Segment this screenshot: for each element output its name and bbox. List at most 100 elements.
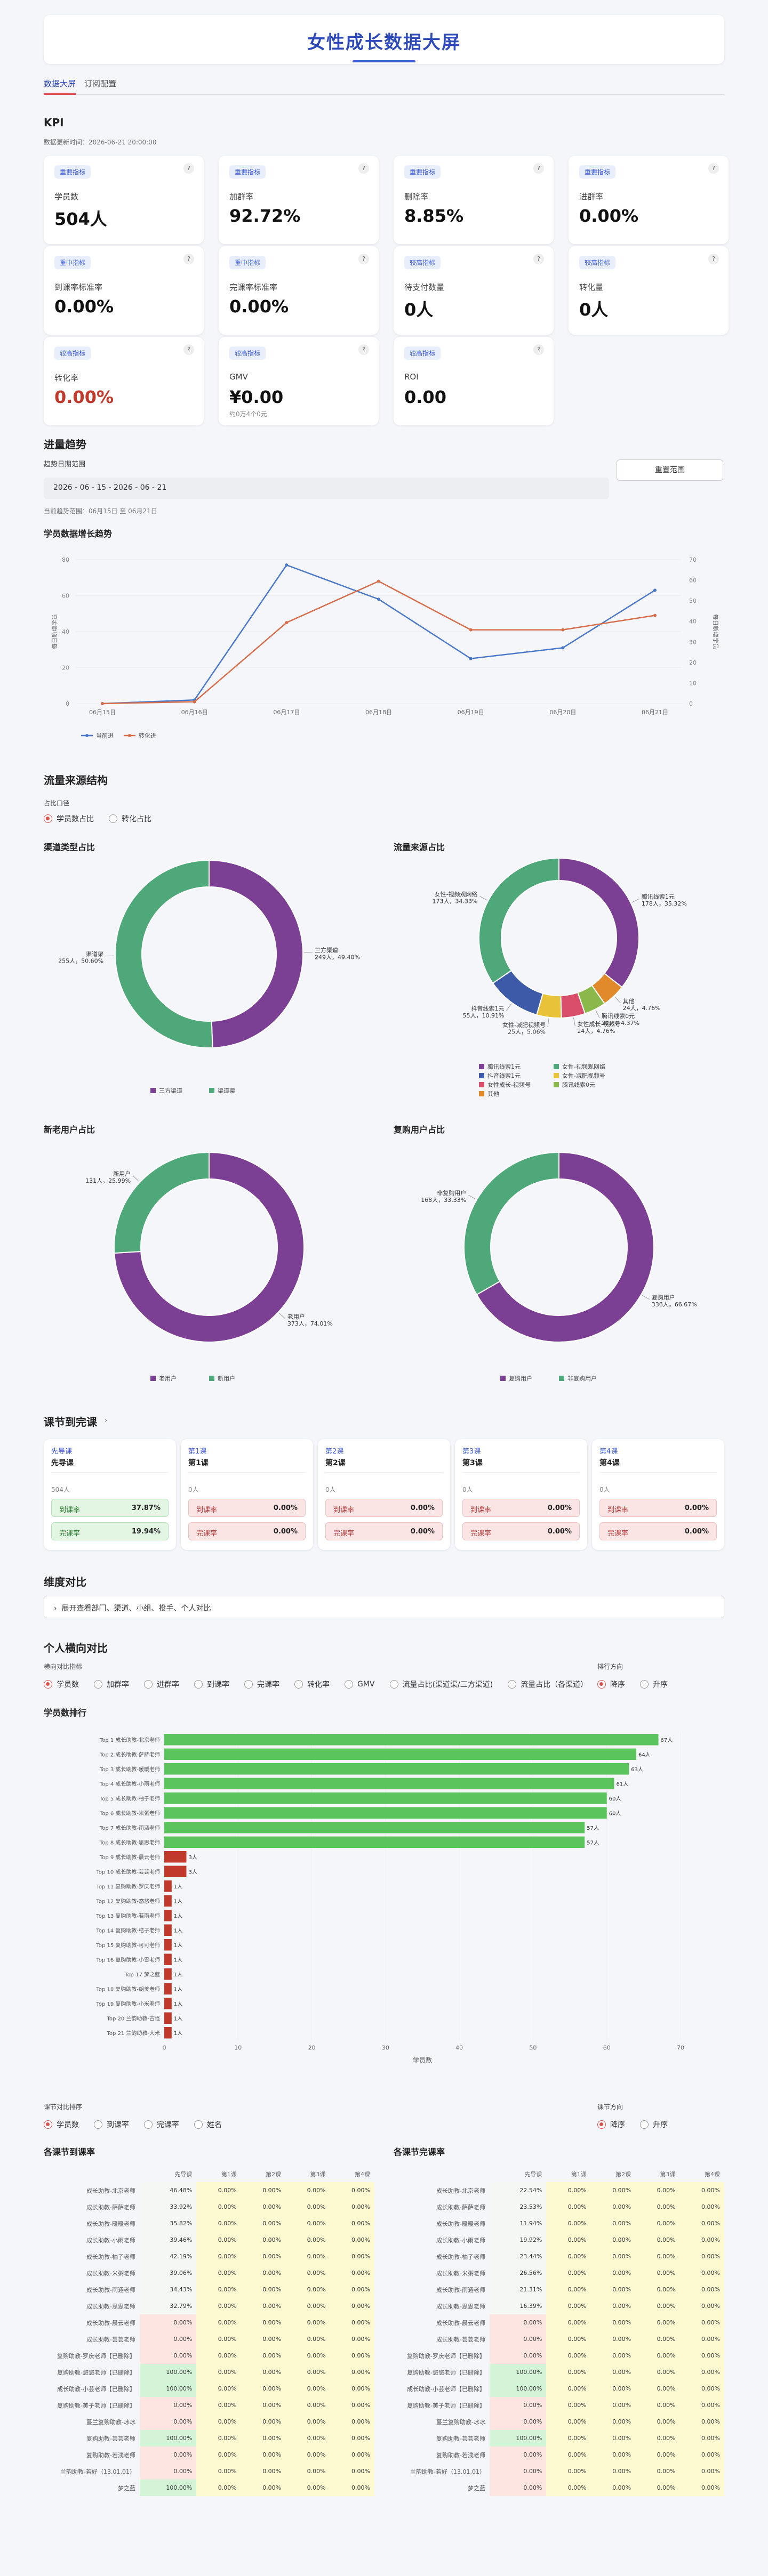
rank-bar[interactable] <box>164 1939 172 1951</box>
radio-dot[interactable] <box>44 814 52 823</box>
lesson-sort-radio[interactable]: 完课率 <box>144 2119 179 2130</box>
radio-dot[interactable] <box>109 814 117 823</box>
data-point[interactable] <box>469 657 473 660</box>
data-point[interactable] <box>469 628 473 632</box>
radio-dot[interactable] <box>44 2120 52 2129</box>
rank-bar[interactable] <box>164 1895 172 1907</box>
data-point[interactable] <box>101 702 104 705</box>
rank-bar[interactable] <box>164 1807 607 1819</box>
help-icon[interactable]: ? <box>533 254 544 264</box>
rank-bar[interactable] <box>164 1763 629 1775</box>
data-point[interactable] <box>653 613 657 617</box>
lesson-dir-radio[interactable]: 升序 <box>640 2119 668 2130</box>
radio-dot[interactable] <box>640 2120 649 2129</box>
metric-radio[interactable]: 完课率 <box>244 1679 279 1690</box>
rank-bar[interactable] <box>164 1953 172 1966</box>
sort-radio[interactable]: 升序 <box>640 1679 668 1690</box>
legend-label[interactable]: 女性-视频观网络 <box>562 1063 605 1070</box>
rank-bar[interactable] <box>164 1880 172 1892</box>
radio-dot[interactable] <box>294 1680 303 1689</box>
expand-dimension-compare[interactable]: › 展开查看部门、渠道、小组、投手、个人对比 <box>44 1596 724 1618</box>
legend-label[interactable]: 转化进 <box>139 732 156 739</box>
radio-dot[interactable] <box>345 1680 353 1689</box>
help-icon[interactable]: ? <box>708 163 719 174</box>
help-icon[interactable]: ? <box>183 163 194 174</box>
legend-label[interactable]: 抖音线索1元 <box>487 1072 521 1079</box>
rank-bar[interactable] <box>164 1822 585 1834</box>
pie-slice[interactable] <box>115 859 213 1048</box>
legend-label[interactable]: 非复购用户 <box>567 1375 597 1382</box>
pie-slice[interactable] <box>463 1151 559 1296</box>
pie-slice[interactable] <box>209 859 303 1048</box>
help-icon[interactable]: ? <box>183 254 194 264</box>
rank-bar[interactable] <box>164 1968 172 1980</box>
rank-bar[interactable] <box>164 1748 637 1761</box>
rank-bar[interactable] <box>164 1836 585 1848</box>
rank-bar[interactable] <box>164 1910 172 1921</box>
metric-radio[interactable]: GMV <box>345 1679 375 1690</box>
legend-label[interactable]: 女性-减肥视频号 <box>562 1072 605 1079</box>
lesson-sort-radio[interactable]: 学员数 <box>44 2119 79 2130</box>
pie-slice[interactable] <box>478 857 559 984</box>
pie-slice[interactable] <box>114 1151 305 1343</box>
radio-dot[interactable] <box>44 1680 52 1689</box>
data-point[interactable] <box>193 700 196 704</box>
metric-radio[interactable]: 流量占比(渠道渠/三方渠道) <box>389 1679 493 1690</box>
data-point[interactable] <box>285 621 289 625</box>
rank-bar[interactable] <box>164 1851 187 1863</box>
radio-dot[interactable] <box>640 1680 649 1689</box>
metric-radio[interactable]: 转化率 <box>294 1679 330 1690</box>
pie-slice[interactable] <box>476 1151 654 1343</box>
data-point[interactable] <box>653 588 657 592</box>
help-icon[interactable]: ? <box>533 344 544 355</box>
radio-dot[interactable] <box>94 2120 102 2129</box>
metric-radio[interactable]: 流量占比（各渠道） <box>508 1679 588 1690</box>
legend-label[interactable]: 腾讯线索1元 <box>487 1063 521 1070</box>
rank-bar[interactable] <box>164 1792 607 1804</box>
caliber-radio[interactable]: 学员数占比 <box>44 813 94 824</box>
tab-dashboard[interactable]: 数据大屏 <box>44 78 76 95</box>
radio-dot[interactable] <box>194 2120 203 2129</box>
lesson-dir-radio[interactable]: 降序 <box>597 2119 625 2130</box>
help-icon[interactable]: ? <box>358 254 369 264</box>
radio-dot[interactable] <box>194 1680 203 1689</box>
legend-label[interactable]: 女性成长-视频号 <box>487 1081 531 1088</box>
data-point[interactable] <box>377 579 380 583</box>
radio-dot[interactable] <box>144 2120 153 2129</box>
caliber-radio[interactable]: 转化占比 <box>109 813 151 824</box>
legend-label[interactable]: 三方渠道 <box>159 1087 182 1094</box>
pie-slice[interactable] <box>114 1151 210 1254</box>
rank-bar[interactable] <box>164 1924 172 1936</box>
lesson-sort-radio[interactable]: 姓名 <box>194 2119 222 2130</box>
rank-bar[interactable] <box>164 1983 172 1995</box>
metric-radio[interactable]: 学员数 <box>44 1679 79 1690</box>
tab-subscription[interactable]: 订阅配置 <box>84 79 117 88</box>
rank-bar[interactable] <box>164 1998 172 2009</box>
lesson-sort-radio[interactable]: 到课率 <box>94 2119 129 2130</box>
help-icon[interactable]: ? <box>358 163 369 174</box>
radio-dot[interactable] <box>144 1680 153 1689</box>
help-icon[interactable]: ? <box>708 254 719 264</box>
data-point[interactable] <box>377 597 380 601</box>
data-point[interactable] <box>561 628 565 632</box>
rank-bar[interactable] <box>164 2027 172 2039</box>
help-icon[interactable]: ? <box>358 344 369 355</box>
reset-range-button[interactable]: 重置范围 <box>617 459 723 481</box>
help-icon[interactable]: ? <box>533 163 544 174</box>
rank-bar[interactable] <box>164 1778 614 1790</box>
date-range-picker[interactable]: 2026 - 06 - 15 - 2026 - 06 - 21 <box>44 478 609 499</box>
data-point[interactable] <box>285 563 289 567</box>
legend-label[interactable]: 渠道渠 <box>218 1087 235 1094</box>
radio-dot[interactable] <box>94 1680 102 1689</box>
rank-bar[interactable] <box>164 1734 659 1746</box>
data-point[interactable] <box>561 646 565 650</box>
sort-radio[interactable]: 降序 <box>597 1679 625 1690</box>
metric-radio[interactable]: 到课率 <box>194 1679 229 1690</box>
legend-label[interactable]: 复购用户 <box>509 1375 532 1382</box>
radio-dot[interactable] <box>508 1680 517 1689</box>
rank-bar[interactable] <box>164 2012 172 2024</box>
radio-dot[interactable] <box>389 1680 398 1689</box>
legend-label[interactable]: 当前进 <box>96 732 114 739</box>
radio-dot[interactable] <box>244 1680 253 1689</box>
metric-radio[interactable]: 加群率 <box>94 1679 129 1690</box>
